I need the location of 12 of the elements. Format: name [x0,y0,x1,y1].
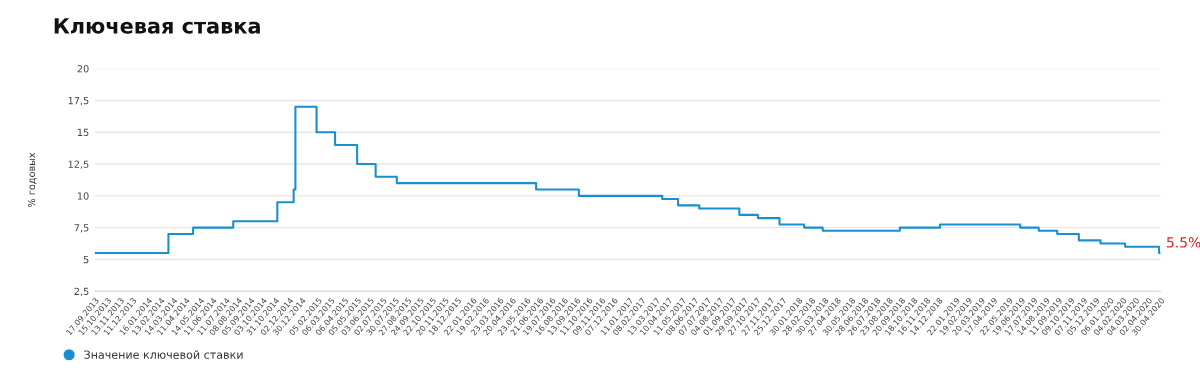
y-tick-label: 7,5 [74,224,89,233]
y-tick-label: 15 [77,128,89,137]
legend-label: Значение ключевой ставки [84,350,243,359]
y-axis-title: % годовых [27,152,37,208]
chart-title: Ключевая ставка [54,18,260,34]
y-tick-label: 5 [83,256,89,264]
y-tick-label: 17,5 [68,97,89,106]
y-tick-label: 2,5 [74,287,89,297]
y-tick-label: 20 [77,65,89,73]
y-tick-label: 12,5 [68,160,89,169]
y-tick-label: 10 [77,192,89,200]
annotation: 5.5% [1167,237,1200,248]
